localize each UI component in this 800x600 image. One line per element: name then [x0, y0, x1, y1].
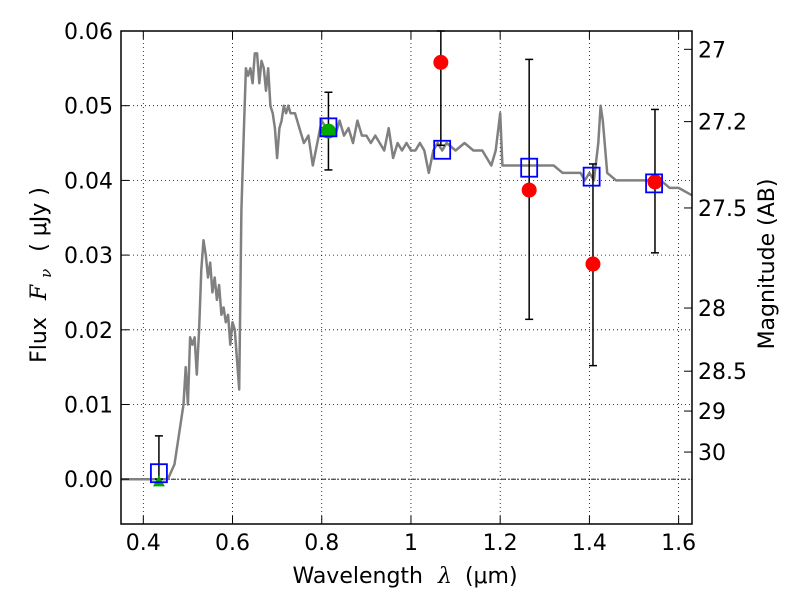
y-tick-label: 0.06 [64, 20, 113, 45]
y2-tick-label: 27.5 [698, 197, 747, 222]
y-axis-label-sub: ν [37, 269, 55, 278]
x-tick-label: 1.6 [661, 531, 696, 556]
grid [121, 30, 692, 524]
x-tick-label: 0.6 [215, 531, 250, 556]
markers [150, 54, 663, 487]
x-axis-label-symbol: λ [437, 564, 452, 589]
error-bar [154, 435, 163, 480]
y-tick-label: 0.00 [64, 468, 113, 493]
green-data-point [320, 123, 336, 139]
red-data-point [647, 174, 663, 190]
ticks: 0.4 0.6 0.8 1 1.2 1.4 1.6 0.00 0.01 0.02 0.03 0.04 0… [64, 20, 747, 556]
green-upper-limit-marker [152, 475, 165, 487]
blue-model-square [150, 463, 168, 484]
y2-tick-label: 30 [698, 441, 726, 466]
y-tick-label: 0.02 [64, 319, 113, 344]
y2-tick-label: 27 [698, 38, 726, 63]
red-data-point [521, 182, 537, 198]
y2-tick-label: 27.2 [698, 111, 747, 136]
x-axis-label-prefix: Wavelength [292, 564, 423, 589]
blue-model-square [520, 157, 539, 178]
red-data-point [433, 54, 449, 70]
x-tick-label: 0.4 [126, 531, 161, 556]
y-axis-label-unit: ( μJy ) [27, 187, 52, 252]
x-tick-label: 1.2 [483, 531, 518, 556]
error-bars [154, 30, 659, 480]
y-tick-label: 0.04 [64, 169, 113, 194]
y-tick-label: 0.03 [64, 244, 113, 269]
y2-tick-label: 29 [698, 400, 726, 425]
blue-model-square [433, 139, 452, 160]
blue-model-square [319, 117, 338, 138]
y2-tick-label: 28 [698, 297, 726, 322]
y-tick-label: 0.01 [64, 393, 113, 418]
x-tick-label: 1.4 [572, 531, 607, 556]
x-axis-label: Wavelength λ (μm) [292, 564, 517, 589]
x-tick-label: 1 [404, 531, 418, 556]
model-spectrum [121, 52, 693, 481]
y-axis-label: Flux F ν ( μJy ) [27, 187, 57, 363]
x-tick-label: 0.8 [304, 531, 339, 556]
model-spectrum-line [121, 52, 693, 481]
y2-axis-label: Magnitude (AB) [755, 179, 780, 350]
blue-model-square [582, 166, 601, 187]
y-tick-label: 0.05 [64, 95, 113, 120]
blue-model-square [645, 173, 663, 194]
plot-frame [120, 30, 693, 525]
y-axis-label-prefix: Flux [27, 317, 52, 363]
red-data-point [585, 256, 601, 272]
error-bar [436, 30, 445, 147]
x-axis-label-unit: (μm) [465, 564, 518, 589]
y-axis-label-symbol: F [27, 284, 52, 301]
y2-tick-label: 28.5 [698, 360, 747, 385]
